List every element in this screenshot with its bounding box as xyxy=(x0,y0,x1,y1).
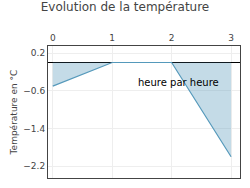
svg-text:3: 3 xyxy=(228,33,234,43)
svg-text:heure par heure: heure par heure xyxy=(138,77,219,88)
svg-text:−1.4: −1.4 xyxy=(23,124,45,134)
svg-text:Evolution de la température: Evolution de la température xyxy=(41,0,210,14)
svg-text:Température en °C: Température en °C xyxy=(9,70,19,156)
svg-text:−0.6: −0.6 xyxy=(23,86,45,96)
svg-text:0: 0 xyxy=(50,33,56,43)
svg-text:0.2: 0.2 xyxy=(31,48,45,58)
svg-text:2: 2 xyxy=(169,33,175,43)
svg-text:1: 1 xyxy=(109,33,115,43)
svg-text:−2.2: −2.2 xyxy=(23,161,45,171)
